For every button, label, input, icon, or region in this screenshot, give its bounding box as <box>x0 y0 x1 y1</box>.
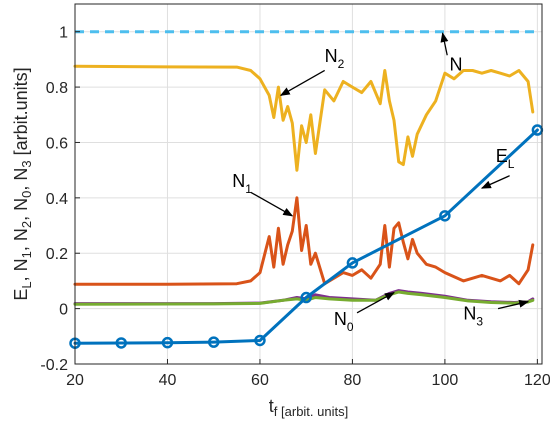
y-tick-label: 0 <box>59 302 68 319</box>
series-line-n-2 <box>73 64 535 172</box>
annotation-label: N3 <box>463 304 483 329</box>
y-tick-label: 0.8 <box>46 80 68 97</box>
plot-frame <box>74 3 543 365</box>
data-point-e-l <box>207 336 220 348</box>
y-tick-label: 0.6 <box>46 135 68 152</box>
data-point-e-l <box>254 334 266 347</box>
annotation-label: N1 <box>232 171 252 196</box>
y-tick-label: -0.2 <box>40 357 68 374</box>
x-tick-label: 80 <box>344 372 362 389</box>
data-point-e-l <box>439 210 451 222</box>
series-line-n-1 <box>73 196 535 286</box>
annotation-n-3: N3 <box>463 299 530 329</box>
x-tick-label: 40 <box>159 372 177 389</box>
annotation-label: EL <box>496 146 515 171</box>
annotation-label: N <box>450 54 463 74</box>
annotation-label: N2 <box>325 46 345 71</box>
annotation-n-1: N1 <box>232 171 294 217</box>
y-tick-label: 0.4 <box>46 191 68 208</box>
annotation-arrow <box>250 191 294 217</box>
data-point-e-l <box>300 291 312 304</box>
annotation-n-2: N2 <box>279 46 345 96</box>
x-tick-label: 60 <box>251 372 269 389</box>
y-tick-label: 0.2 <box>46 246 68 263</box>
series-group <box>69 30 544 349</box>
annotation-label: N0 <box>334 309 354 334</box>
annotation-e-l: EL <box>480 146 515 189</box>
data-point-e-l <box>115 337 127 349</box>
annotation-n: N <box>440 32 463 74</box>
annotations: N N2 EL N1 N0 N3 <box>232 32 530 334</box>
axis-ticks: 20 40 60 80 100 120 -0.2 0 0.2 0.4 0.6 0.8 1 <box>40 25 550 389</box>
annotation-n-0: N0 <box>334 291 395 334</box>
data-point-e-l <box>346 257 359 269</box>
x-axis-label: tf [arbit. units] <box>269 396 348 419</box>
data-point-e-l <box>161 336 174 349</box>
y-axis-label: EL​, N1​, N2​, N0​, N3​ [arbit.units] <box>11 67 34 300</box>
x-tick-label: 120 <box>524 372 550 389</box>
annotation-arrow <box>356 291 395 314</box>
x-tick-label: 100 <box>432 372 459 389</box>
series-line-e-l <box>73 128 539 345</box>
series-line-n-3 <box>73 290 535 306</box>
annotation-arrow <box>480 175 510 189</box>
y-tick-label: 1 <box>59 25 68 42</box>
annotation-arrow <box>279 69 326 96</box>
annotation-arrow <box>440 32 449 56</box>
annotation-arrow <box>497 299 530 310</box>
x-tick-label: 20 <box>66 372 84 389</box>
